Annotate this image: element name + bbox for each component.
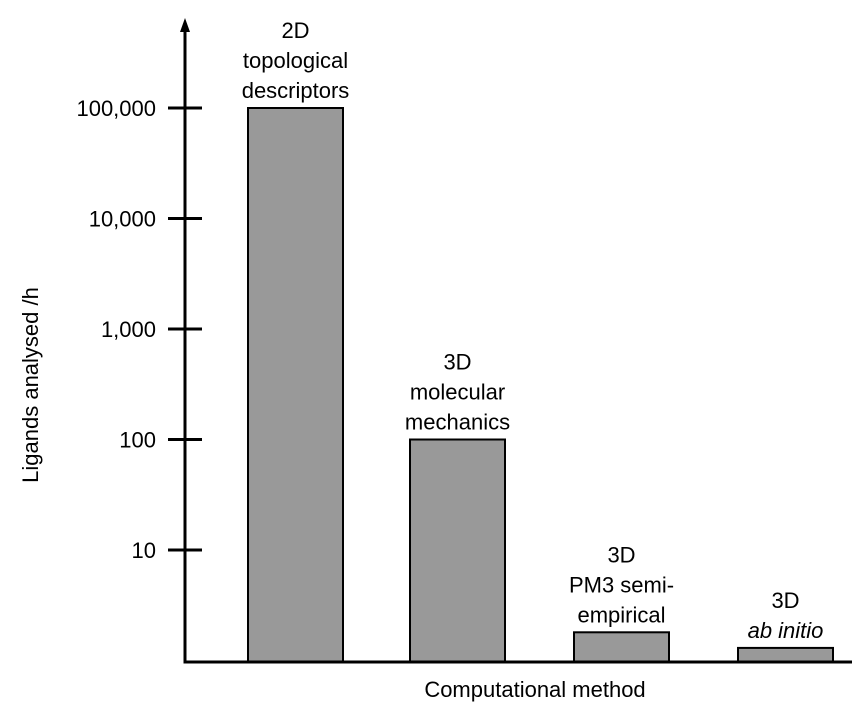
y-axis-title: Ligands analysed /h [18,287,43,483]
y-tick-label-2: 100 [119,428,156,453]
bar-1-label-line-3: descriptors [242,78,350,103]
y-tick-label-5: 100,000 [76,96,156,121]
bar-1-label-line-1: 2D [281,18,309,43]
y-tick-label-1: 10 [132,538,156,563]
y-tick-label-3: 1,000 [101,317,156,342]
y-tick-label-4: 10,000 [89,207,156,232]
bar-2-label-line-2: molecular [410,380,505,405]
bar-3-label-line-3: empirical [577,602,665,627]
bar-3-label-line-1: 3D [607,542,635,567]
bar-4 [737,646,834,663]
bar-2-label-line-1: 3D [443,350,471,375]
bar-1-label-line-2: topological [243,48,348,73]
bars [247,107,834,663]
bar-4-label-line-1: 3D [771,588,799,613]
bar-4-label-line-2: ab initio [748,618,824,643]
bar-3 [573,631,670,663]
x-axis-title: Computational method [424,677,645,702]
bar-2-label-line-3: mechanics [405,410,510,435]
bar-1 [247,107,344,663]
bar-2 [409,438,506,663]
bar-3-label-line-2: PM3 semi- [569,572,674,597]
axes [168,18,852,664]
y-axis-arrow-icon [180,18,190,32]
labels: 2D topological descriptors 3D molecular mecha… [76,18,823,643]
